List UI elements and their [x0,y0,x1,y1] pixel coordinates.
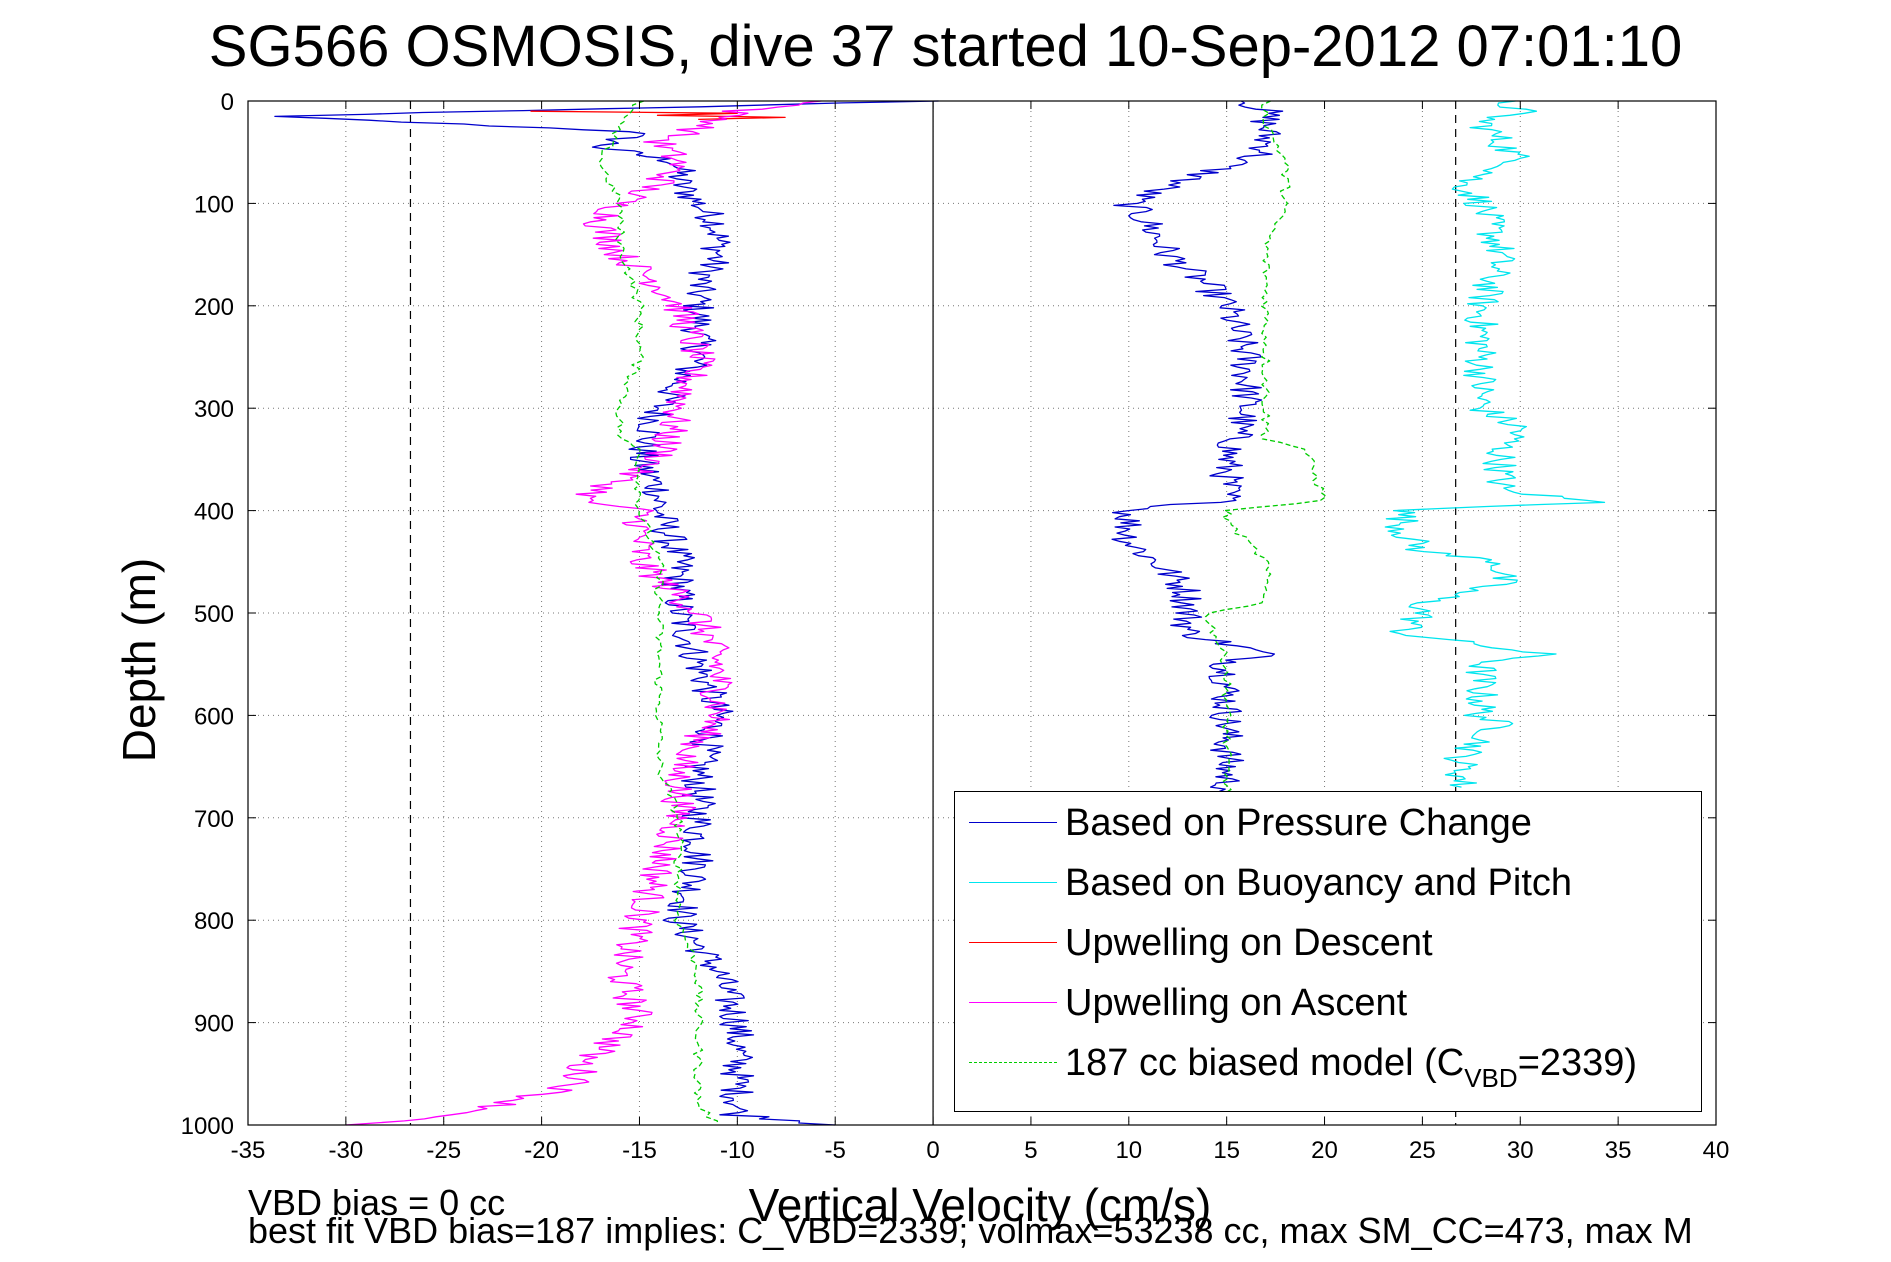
legend: Based on Pressure Change Based on Buoyan… [954,791,1702,1112]
legend-item-biased-model: 187 cc biased model (CVBD=2339) [955,1038,1703,1093]
x-tick-label: -10 [720,1137,755,1164]
x-tick-label: 25 [1409,1137,1436,1164]
legend-label: 187 cc biased model (CVBD=2339) [1065,1042,1637,1099]
series-line-2 [1384,100,1606,788]
x-axis-label: Vertical Velocity (cm/s) [748,1179,1212,1231]
x-tick-label: 15 [1213,1137,1240,1164]
legend-label-subscript: VBD [1464,1063,1518,1093]
series-line-1 [1111,100,1284,798]
x-tick-label: 20 [1311,1137,1338,1164]
series-line-5 [598,100,719,1126]
x-tick-label: 35 [1605,1137,1632,1164]
x-tick-label: 0 [926,1137,939,1164]
legend-item-upwelling-ascent: Upwelling on Ascent [955,978,1703,1028]
x-tick-label: 5 [1024,1137,1037,1164]
legend-swatch [969,822,1057,823]
y-tick-label: 800 [194,908,234,935]
legend-item-buoyancy-pitch: Based on Buoyancy and Pitch [955,858,1703,908]
x-tick-label: -25 [426,1137,461,1164]
y-tick-label: 0 [221,89,234,116]
legend-label-suffix: =2339) [1517,1042,1638,1084]
x-tick-label: -15 [622,1137,657,1164]
legend-label: Based on Buoyancy and Pitch [1065,862,1573,904]
legend-label: Upwelling on Ascent [1065,982,1408,1024]
footer-best-fit: best fit VBD bias=187 implies: C_VBD=233… [248,1210,1693,1251]
y-tick-label: 100 [194,191,234,218]
y-tick-label: 500 [194,601,234,628]
legend-label: Based on Pressure Change [1065,802,1532,844]
legend-label-prefix: 187 cc biased model (C [1065,1042,1465,1084]
legend-swatch [969,1002,1057,1003]
x-tick-label: 30 [1507,1137,1534,1164]
legend-item-pressure-change: Based on Pressure Change [955,798,1703,848]
y-tick-label: 700 [194,806,234,833]
series-line-3 [530,110,786,121]
y-tick-label: 400 [194,499,234,526]
x-tick-label: -30 [329,1137,364,1164]
legend-item-upwelling-descent: Upwelling on Descent [955,918,1703,968]
x-tick-label: -5 [825,1137,846,1164]
legend-swatch [969,1062,1057,1063]
footer-vbd-bias: VBD bias = 0 cc [248,1182,506,1223]
series-line-0 [274,100,939,1126]
y-axis-label: Depth (m) [113,557,165,763]
y-tick-label: 900 [194,1011,234,1038]
y-ticks: 0 100 200 300 400 500 600 700 800 900 1000 [181,89,1716,1140]
chart-title: SG566 OSMOSIS, dive 37 started 10-Sep-20… [208,14,1683,79]
y-tick-label: 200 [194,294,234,321]
y-tick-label: 1000 [181,1113,234,1140]
x-tick-label: -20 [524,1137,559,1164]
y-tick-label: 600 [194,703,234,730]
x-tick-label: 40 [1703,1137,1730,1164]
x-ticks: -35 -30 -25 -20 -15 -10 -5 0 5 10 15 20 25 30 35 40 [231,101,1730,1164]
legend-swatch [969,882,1057,883]
x-tick-label: 10 [1115,1137,1142,1164]
legend-swatch [969,942,1057,943]
x-tick-label: -35 [231,1137,266,1164]
reference-lines [409,101,1457,1125]
y-tick-label: 300 [194,396,234,423]
series-lines [274,100,1606,1126]
legend-label: Upwelling on Descent [1065,922,1433,964]
series-line-4 [345,100,822,1126]
